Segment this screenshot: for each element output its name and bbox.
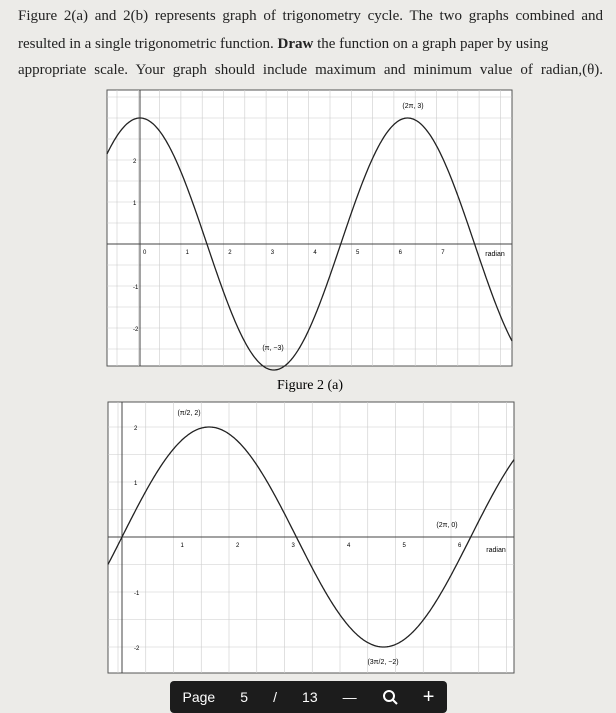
text: the function on a graph paper by using	[317, 36, 549, 52]
x-tick-label: 4	[313, 250, 317, 256]
y-tick-label: -1	[134, 591, 140, 597]
x-tick-label: 4	[347, 543, 351, 549]
x-tick-label: 2	[228, 250, 232, 256]
x-tick-label: 3	[271, 250, 275, 256]
x-tick-label: 5	[356, 250, 360, 256]
x-tick-label: 2	[236, 543, 240, 549]
page-number[interactable]: 5	[240, 689, 249, 705]
zoom-icon[interactable]	[382, 689, 398, 705]
x-tick-label: 6	[399, 250, 403, 256]
curve	[107, 426, 515, 648]
text: resulted in a single trigonometric funct…	[18, 36, 274, 52]
annotation: (π/2, 2)	[177, 410, 200, 417]
page-total: 13	[302, 689, 318, 705]
figures: Figure 2 (a) 0 1 2 3 4 5 6 7 2 1 -1 -2 (2π, 3) (π, −3…	[106, 89, 515, 674]
curve	[106, 117, 513, 371]
zoom-out[interactable]: —	[342, 689, 357, 705]
y-tick-label: -2	[133, 327, 139, 333]
y-tick-label: -2	[134, 646, 140, 652]
x-tick-label: 1	[186, 250, 190, 256]
x-tick-label: 7	[441, 250, 445, 256]
text-line: resulted in a single trigonometric funct…	[18, 36, 603, 53]
page-label: Page	[182, 689, 216, 705]
text-line: appropriate scale. Your graph should inc…	[18, 62, 603, 78]
toolbar: Page 5 / 13 — +	[170, 681, 447, 713]
annotation: radian	[486, 547, 506, 554]
y-tick-label: -1	[133, 285, 139, 291]
y-tick-label: 1	[134, 481, 138, 487]
annotation: (2π, 3)	[402, 103, 423, 110]
text-bold: Draw	[277, 36, 314, 52]
y-tick-label: 1	[133, 201, 137, 207]
annotation: (3π/2, −2)	[367, 659, 398, 666]
x-tick-label: 1	[181, 543, 185, 549]
text-line: Figure 2(a) and 2(b) represents graph of…	[18, 8, 603, 24]
separator: /	[273, 689, 277, 705]
y-tick-label: 2	[133, 159, 137, 165]
x-tick-label: 6	[458, 543, 462, 549]
annotation: (π, −3)	[262, 345, 283, 352]
x-tick-label: 3	[292, 543, 296, 549]
x-tick-label: 0	[143, 250, 147, 256]
x-tick-label: 5	[403, 543, 407, 549]
annotation: (2π, 0)	[436, 522, 457, 529]
graph-a-frame	[106, 89, 513, 367]
zoom-in[interactable]: +	[422, 685, 435, 708]
annotation: radian	[485, 251, 505, 258]
y-tick-label: 2	[134, 426, 138, 432]
caption: Figure 2 (a)	[277, 378, 343, 393]
